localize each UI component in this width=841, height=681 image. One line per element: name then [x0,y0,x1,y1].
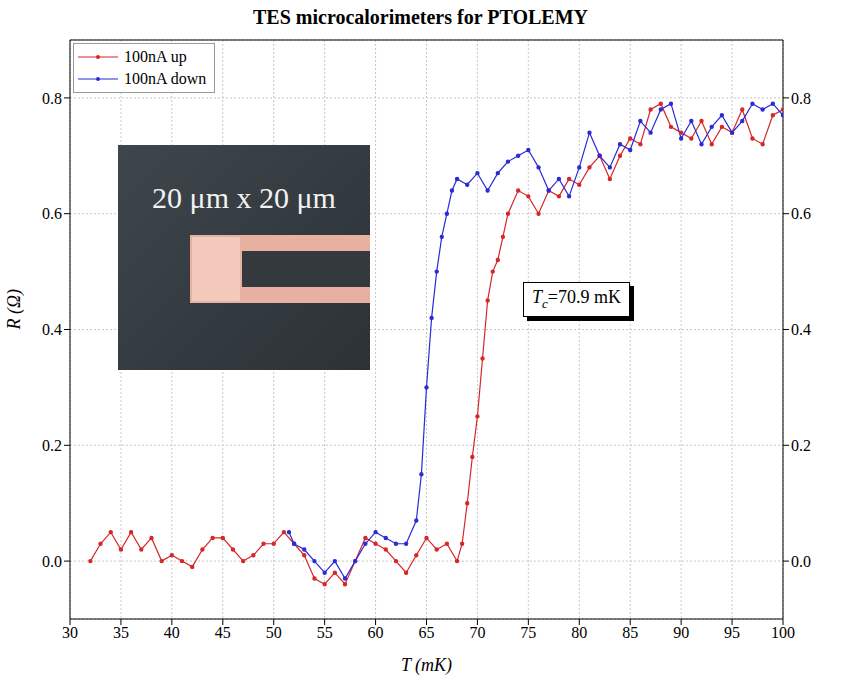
svg-text:0.2: 0.2 [42,437,62,454]
svg-text:100: 100 [771,624,795,641]
svg-text:95: 95 [724,624,740,641]
svg-text:60: 60 [368,624,384,641]
svg-text:0.6: 0.6 [791,205,811,222]
html-text:100nA down: 100nA down [124,70,207,87]
svg-text:0.0: 0.0 [42,553,62,570]
svg-text:35: 35 [113,624,129,641]
svg-text:0.4: 0.4 [791,321,811,338]
svg-text:80: 80 [571,624,587,641]
svg-text:R (Ω): R (Ω) [4,289,25,331]
svg-text:0.8: 0.8 [791,90,811,107]
html-text:TES microcalorimeters for PTOL: TES microcalorimeters for PTOLEMY [253,6,588,28]
svg-text:0.2: 0.2 [791,437,811,454]
svg-text:0.4: 0.4 [42,321,62,338]
html-text:Tc=70.9 mK: Tc=70.9 mK [532,287,621,311]
svg-text:70: 70 [469,624,485,641]
svg-text:55: 55 [317,624,333,641]
html-text:20 μm x 20 μm: 20 μm x 20 μm [152,181,336,214]
svg-text:50: 50 [266,624,282,641]
svg-text:75: 75 [520,624,536,641]
svg-text:30: 30 [62,624,78,641]
svg-text:45: 45 [215,624,231,641]
svg-text:0.6: 0.6 [42,205,62,222]
svg-text:0.0: 0.0 [791,553,811,570]
svg-text:40: 40 [164,624,180,641]
svg-text:85: 85 [622,624,638,641]
svg-text:90: 90 [673,624,689,641]
svg-text:0.8: 0.8 [42,90,62,107]
svg-text:65: 65 [419,624,435,641]
svg-text:T (mK): T (mK) [401,655,452,676]
html-text:100nA up: 100nA up [124,48,187,65]
